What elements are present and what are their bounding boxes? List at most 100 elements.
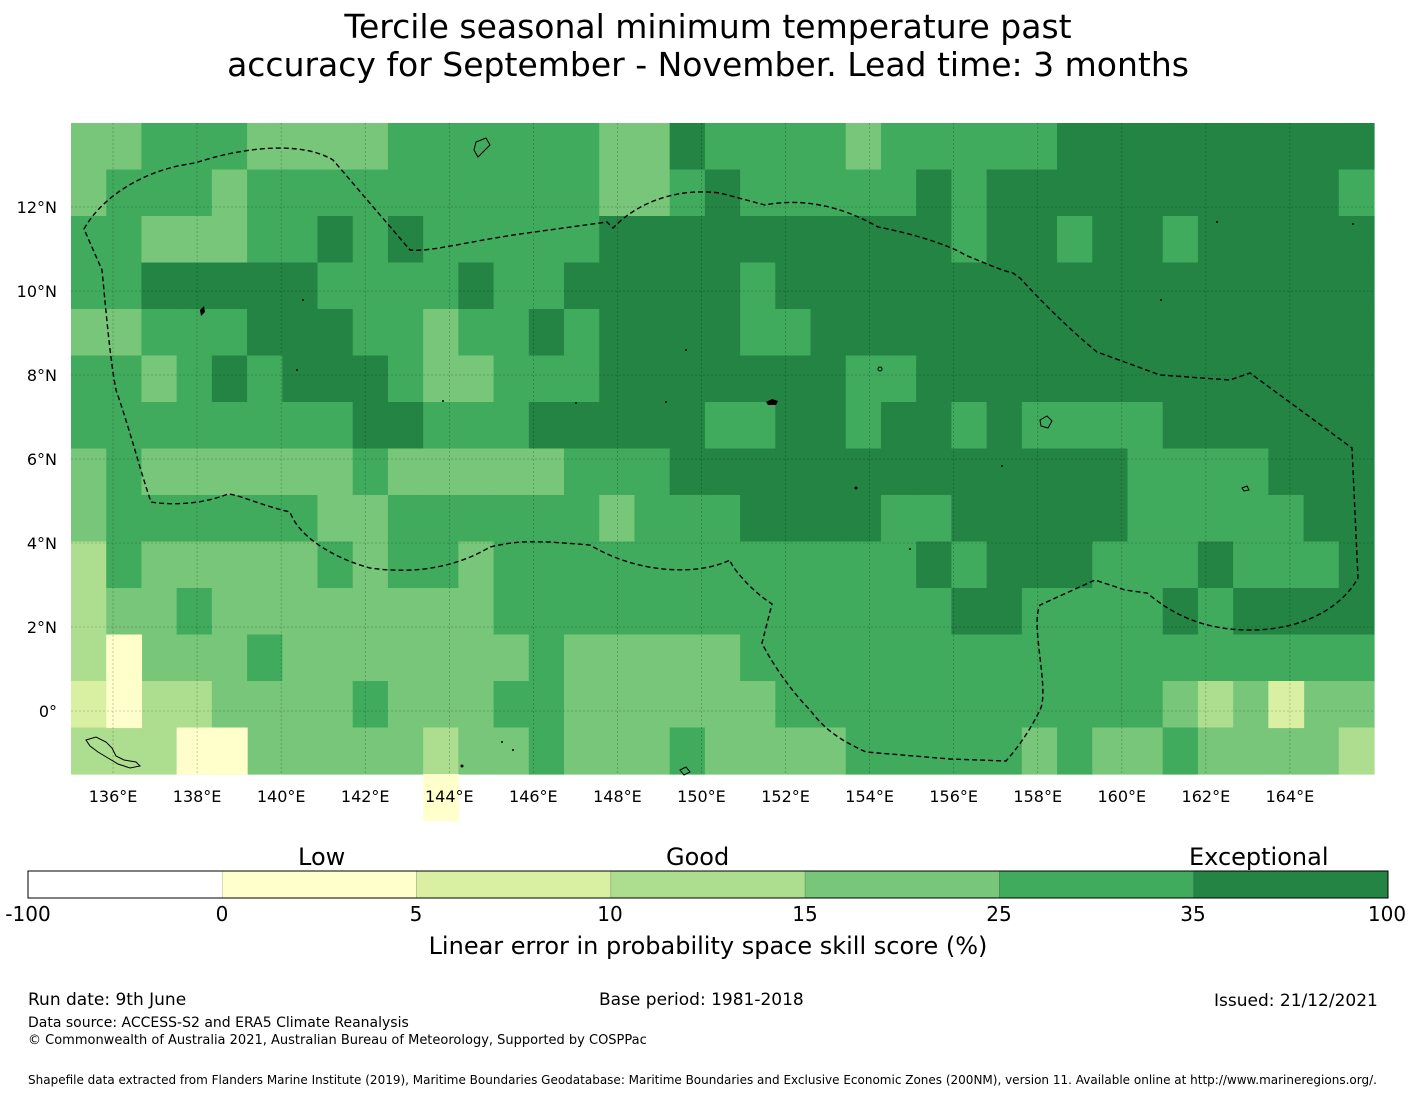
grid-cell [916, 495, 953, 543]
grid-cell [528, 355, 565, 403]
grid-cell [176, 448, 213, 496]
grid-cell [880, 169, 917, 217]
grid-cell [247, 355, 283, 403]
grid-cell [1127, 169, 1164, 217]
grid-cell [916, 216, 953, 264]
grid-cell [810, 309, 847, 357]
grid-cell [141, 727, 178, 775]
grid-cell [916, 262, 953, 310]
grid-cell [423, 169, 459, 217]
grid-cell [880, 727, 917, 775]
grid-cell [1233, 681, 1269, 729]
island-dot [665, 401, 667, 403]
grid-cell [634, 448, 671, 496]
grid-cell [810, 541, 847, 589]
grid-cell [247, 727, 283, 775]
grid-cell [1197, 681, 1234, 729]
grid-cell [1338, 309, 1375, 357]
grid-cell [317, 262, 354, 310]
grid-cell [1233, 448, 1269, 496]
latitude-tick-label: 6°N [27, 450, 57, 469]
grid-cell [634, 681, 671, 729]
longitude-tick-label: 154°E [845, 787, 894, 806]
grid-cell [387, 123, 424, 171]
grid-cell [704, 448, 741, 496]
grid-cell [599, 309, 636, 357]
island-dot [501, 741, 503, 743]
grid-cell [775, 262, 812, 310]
grid-cell [211, 355, 248, 403]
grid-cell [1127, 216, 1164, 264]
data-source: Data source: ACCESS-S2 and ERA5 Climate … [28, 1015, 409, 1031]
island-palau [200, 306, 205, 316]
grid-cell [1021, 681, 1058, 729]
grid-cell [71, 495, 107, 543]
colorbar-tick: 10 [597, 902, 623, 926]
grid-cell [1127, 262, 1164, 310]
grid-cell [247, 681, 283, 729]
grid-cell [951, 262, 988, 310]
grid-cell [528, 216, 565, 264]
grid-cell [176, 588, 213, 636]
grid-cell [1268, 588, 1305, 636]
grid-cell [845, 634, 882, 682]
grid-cell [1233, 216, 1269, 264]
grid-cell [423, 541, 459, 589]
grid-cell [211, 681, 248, 729]
grid-cell [634, 262, 671, 310]
grid-cell [352, 495, 389, 543]
grid-cell [1338, 541, 1375, 589]
grid-cell [845, 541, 882, 589]
grid-cell [247, 634, 283, 682]
grid-cell [916, 169, 953, 217]
grid-cell [1162, 169, 1199, 217]
grid-cell [564, 309, 600, 357]
grid-cell [1233, 495, 1269, 543]
grid-cell [669, 448, 706, 496]
grid-cell [951, 448, 988, 496]
grid-cell [493, 216, 530, 264]
grid-cell [599, 169, 636, 217]
grid-cell [1197, 588, 1234, 636]
grid-cell [740, 355, 776, 403]
grid-cell [387, 216, 424, 264]
grid-cell [986, 216, 1023, 264]
grid-cell [1338, 448, 1375, 496]
grid-cell [528, 588, 565, 636]
grid-cell [352, 634, 389, 682]
grid-cell [1303, 634, 1340, 682]
grid-cell [282, 123, 319, 171]
grid-cell [916, 355, 953, 403]
longitude-tick-label: 140°E [257, 787, 306, 806]
grid-cell [352, 588, 389, 636]
grid-cell [458, 495, 495, 543]
grid-cell [282, 634, 319, 682]
colorbar-tick: 15 [792, 902, 818, 926]
grid-cell [775, 448, 812, 496]
grid-cell [71, 681, 107, 729]
grid-cell [880, 495, 917, 543]
grid-cell [493, 123, 530, 171]
grid-cell [599, 123, 636, 171]
grid-cell [740, 169, 776, 217]
island-dot [296, 369, 298, 371]
grid-cell [423, 448, 459, 496]
grid-cell [951, 169, 988, 217]
grid-cell [317, 402, 354, 450]
latitude-tick-label: 0° [39, 702, 57, 721]
grid-cell [1338, 634, 1375, 682]
grid-cell [1021, 355, 1058, 403]
grid-cell [493, 495, 530, 543]
grid-cell [211, 495, 248, 543]
grid-cell [1092, 309, 1129, 357]
longitude-tick-label: 148°E [593, 787, 642, 806]
grid-cell [1021, 541, 1058, 589]
grid-cell [704, 262, 741, 310]
grid-cell [387, 262, 424, 310]
grid-cell [1268, 402, 1305, 450]
grid-cell [106, 169, 143, 217]
island-new-guinea-coast [85, 736, 142, 769]
colorbar-tick: -100 [5, 902, 51, 926]
grid-cell [880, 355, 917, 403]
